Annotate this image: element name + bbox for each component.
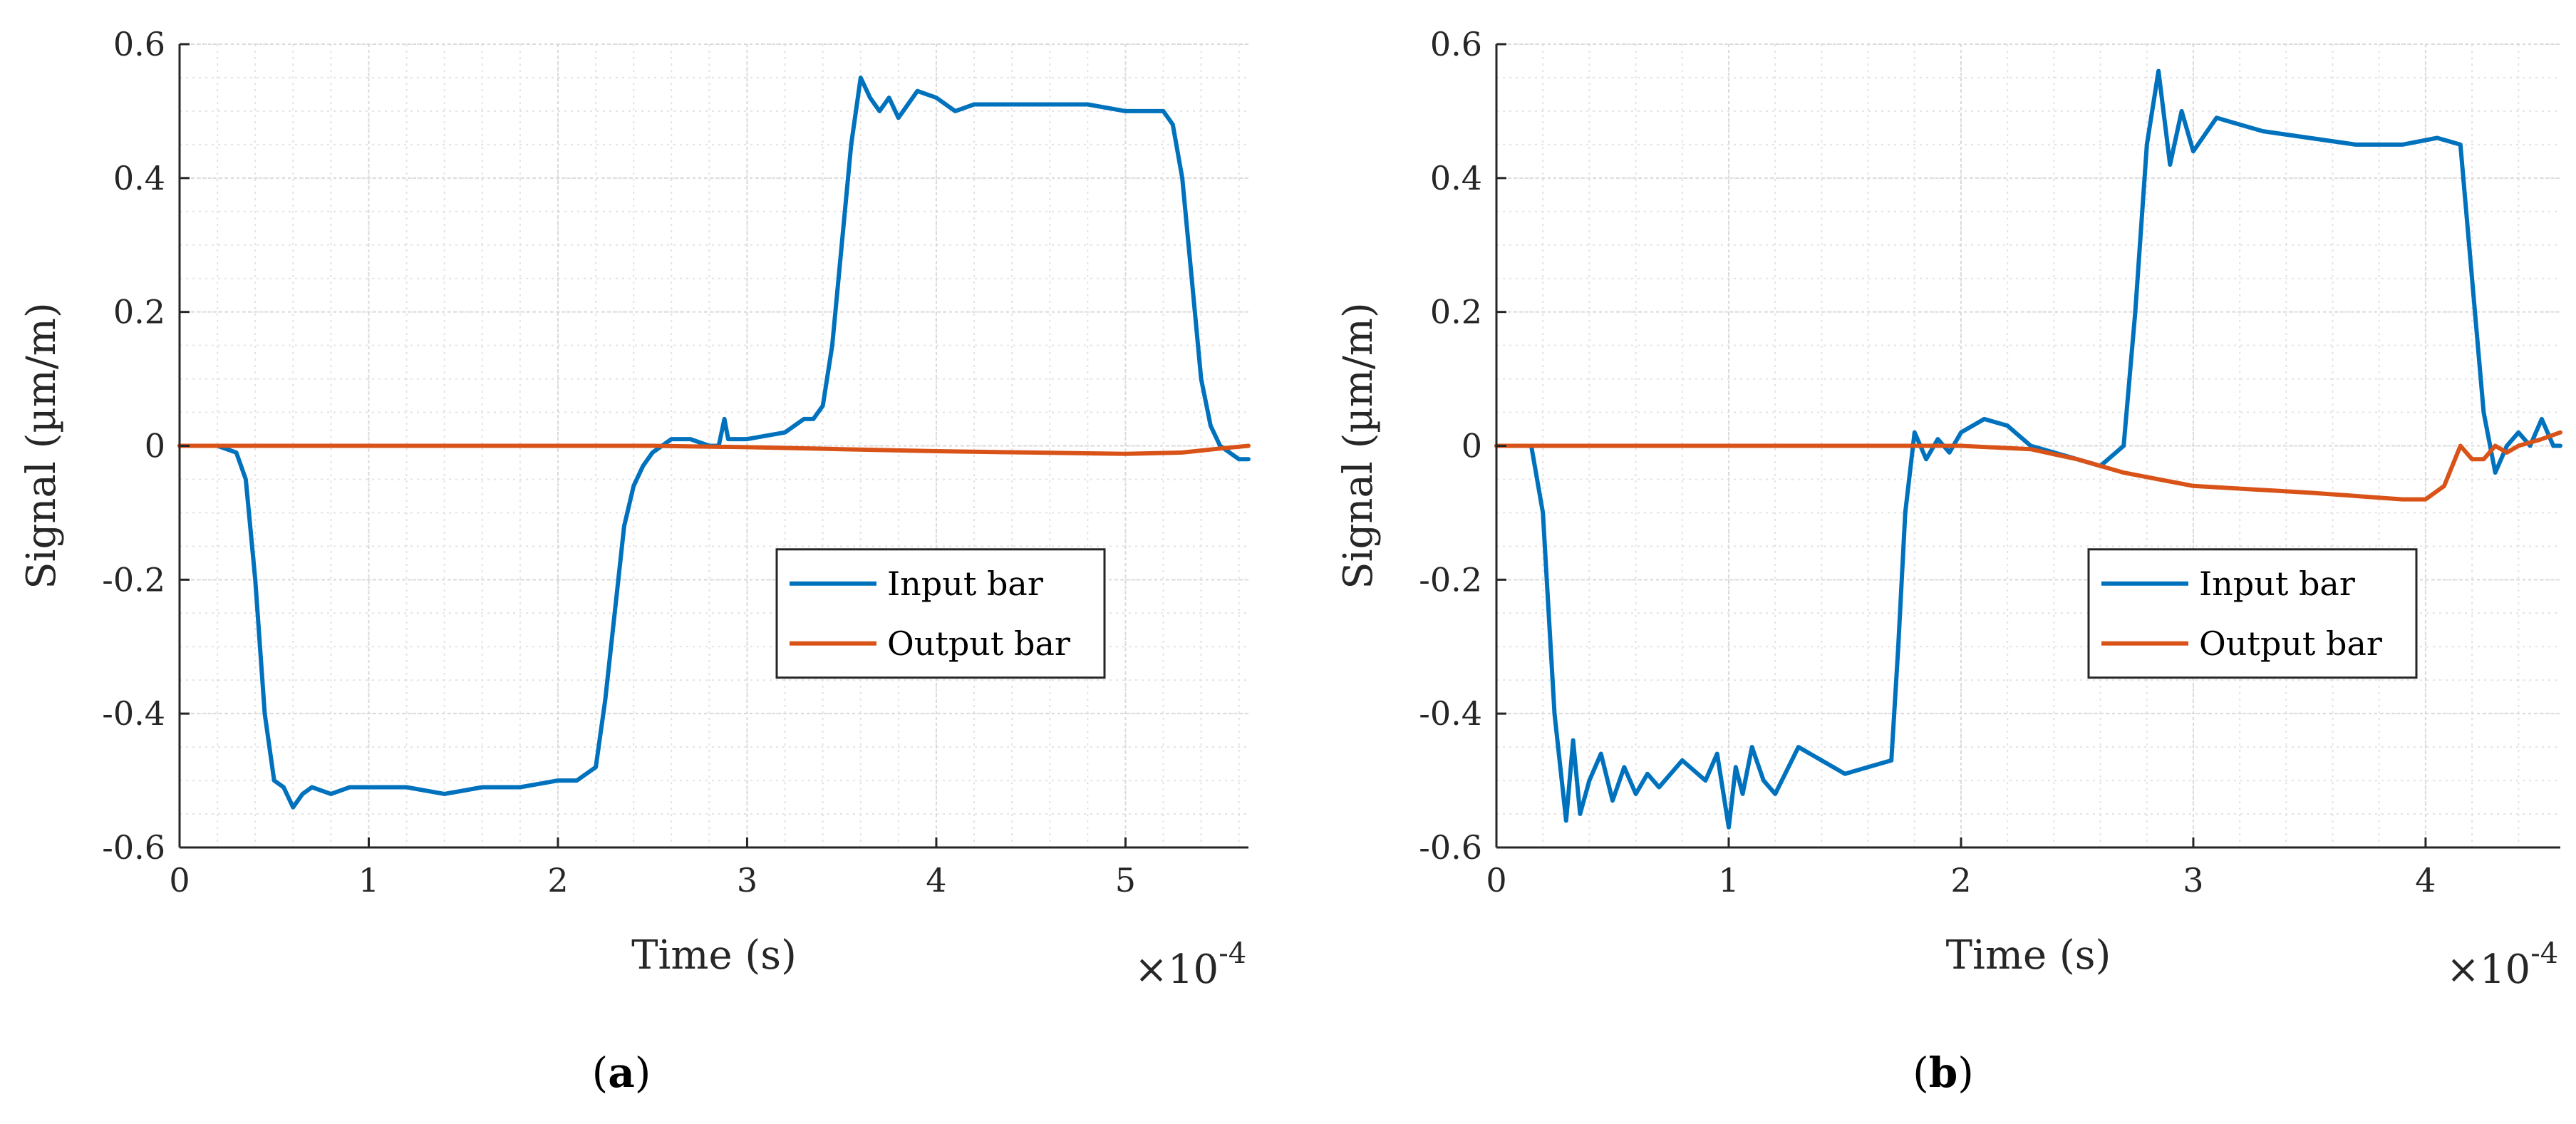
chart-panel-a: 0 1 2 3 4 5 -0.6 -0.4 -0.2 0 0.2 0.4 0.6 Time (s) Sign… [19, 25, 1251, 1097]
legend: Input bar Output bar [775, 548, 1106, 679]
x-axis-exponent: ×10-4 [1134, 937, 1246, 993]
x-tick-label: 4 [2415, 861, 2436, 899]
y-axis-label: Signal (µm/m) [19, 302, 65, 589]
x-tick-label: 3 [2183, 861, 2203, 899]
caption-open: ( [1913, 1048, 1929, 1097]
y-tick-label: 0 [1462, 427, 1482, 465]
series-line-input-bar [1494, 68, 2562, 830]
x-exponent-power: -4 [1219, 937, 1246, 970]
series-line-output-bar [177, 443, 1251, 456]
legend: Input bar Output bar [2087, 548, 2418, 679]
legend-label-input-bar: Input bar [887, 564, 1043, 603]
x-axis-label: Time (s) [631, 932, 797, 979]
x-tick-label: 2 [547, 861, 568, 899]
legend-box [2087, 548, 2418, 679]
y-tick-label: 0.6 [113, 25, 165, 63]
chart-panel-b: 0 1 2 3 4 -0.6 -0.4 -0.2 0 0.2 0.4 0.6 Time (s) Signa… [1335, 25, 2562, 1097]
x-tick-label: 2 [1950, 861, 1971, 899]
y-tick-label: 0.2 [1430, 293, 1482, 331]
y-tick-label: -0.4 [102, 694, 165, 733]
x-tick-label: 5 [1115, 861, 1136, 899]
x-tick-label: 1 [1718, 861, 1739, 899]
y-tick-label: -0.2 [102, 560, 165, 599]
legend-label-output-bar: Output bar [2199, 624, 2382, 663]
x-tick-label: 0 [1486, 861, 1506, 899]
y-tick-label: -0.6 [102, 828, 165, 867]
x-exponent-base: ×10 [2446, 947, 2530, 993]
x-axis-exponent: ×10-4 [2446, 937, 2558, 993]
x-exponent-base: ×10 [1134, 947, 1219, 993]
panel-caption: (a) [592, 1048, 651, 1097]
y-tick-label: 0.4 [113, 159, 165, 197]
x-tick-label: 1 [358, 861, 379, 899]
caption-close: ) [635, 1048, 651, 1097]
legend-label-output-bar: Output bar [887, 624, 1070, 663]
x-tick-label: 0 [169, 861, 190, 899]
y-tick-label: -0.2 [1419, 560, 1482, 599]
y-tick-label: 0.6 [1430, 25, 1482, 63]
x-axis-label: Time (s) [1946, 932, 2111, 979]
series-line-output-bar [1494, 430, 2562, 502]
panel-caption: (b) [1913, 1048, 1974, 1097]
x-tick-label: 3 [737, 861, 757, 899]
x-exponent-power: -4 [2530, 937, 2558, 970]
caption-close: ) [1957, 1048, 1974, 1097]
legend-box [775, 548, 1106, 679]
caption-letter: a [608, 1048, 635, 1097]
caption-letter: b [1929, 1048, 1958, 1097]
y-tick-label: -0.4 [1419, 694, 1482, 733]
legend-label-input-bar: Input bar [2199, 564, 2355, 603]
caption-open: ( [592, 1048, 609, 1097]
y-axis-label: Signal (µm/m) [1335, 302, 1382, 589]
y-tick-label: 0.2 [113, 293, 165, 331]
y-tick-label: 0 [145, 427, 165, 465]
y-tick-label: 0.4 [1430, 159, 1482, 197]
x-tick-label: 4 [926, 861, 946, 899]
y-tick-label: -0.6 [1419, 828, 1482, 867]
series-line-input-bar [177, 76, 1251, 810]
